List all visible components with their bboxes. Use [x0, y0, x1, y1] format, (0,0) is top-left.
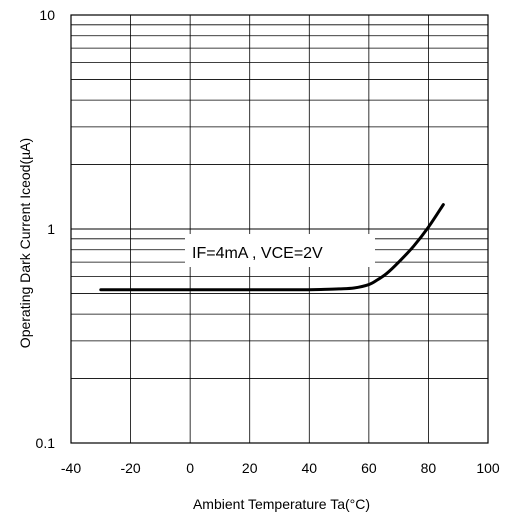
x-tick-label: 20	[242, 460, 258, 476]
annotation-background	[185, 234, 375, 267]
series-line	[99, 203, 445, 292]
x-tick-label: 100	[476, 460, 500, 476]
plot-frame	[70, 14, 489, 444]
x-tick-labels: -40 -20 0 20 40 60 80 100	[61, 460, 500, 476]
y-tick-label: 0.1	[36, 435, 56, 451]
annotation-label: IF=4mA , VCE=2V	[192, 245, 323, 262]
grid	[70, 15, 489, 444]
y-tick-label: 10	[39, 7, 55, 23]
x-tick-label: 40	[301, 460, 317, 476]
x-axis-label: Ambient Temperature Ta(°C)	[193, 496, 370, 512]
y-tick-label: 1	[47, 221, 55, 237]
x-tick-label: -20	[120, 460, 140, 476]
y-tick-labels: 0.1 1 10	[36, 7, 56, 451]
annotation-layer: IF=4mA , VCE=2V	[185, 234, 375, 267]
x-tick-label: 60	[361, 460, 377, 476]
y-axis-label: Operating Dark Current Iceod(µA)	[17, 138, 33, 348]
x-tick-label: 0	[186, 460, 194, 476]
series-layer	[99, 203, 445, 292]
x-tick-label: 80	[421, 460, 437, 476]
x-tick-label: -40	[61, 460, 81, 476]
